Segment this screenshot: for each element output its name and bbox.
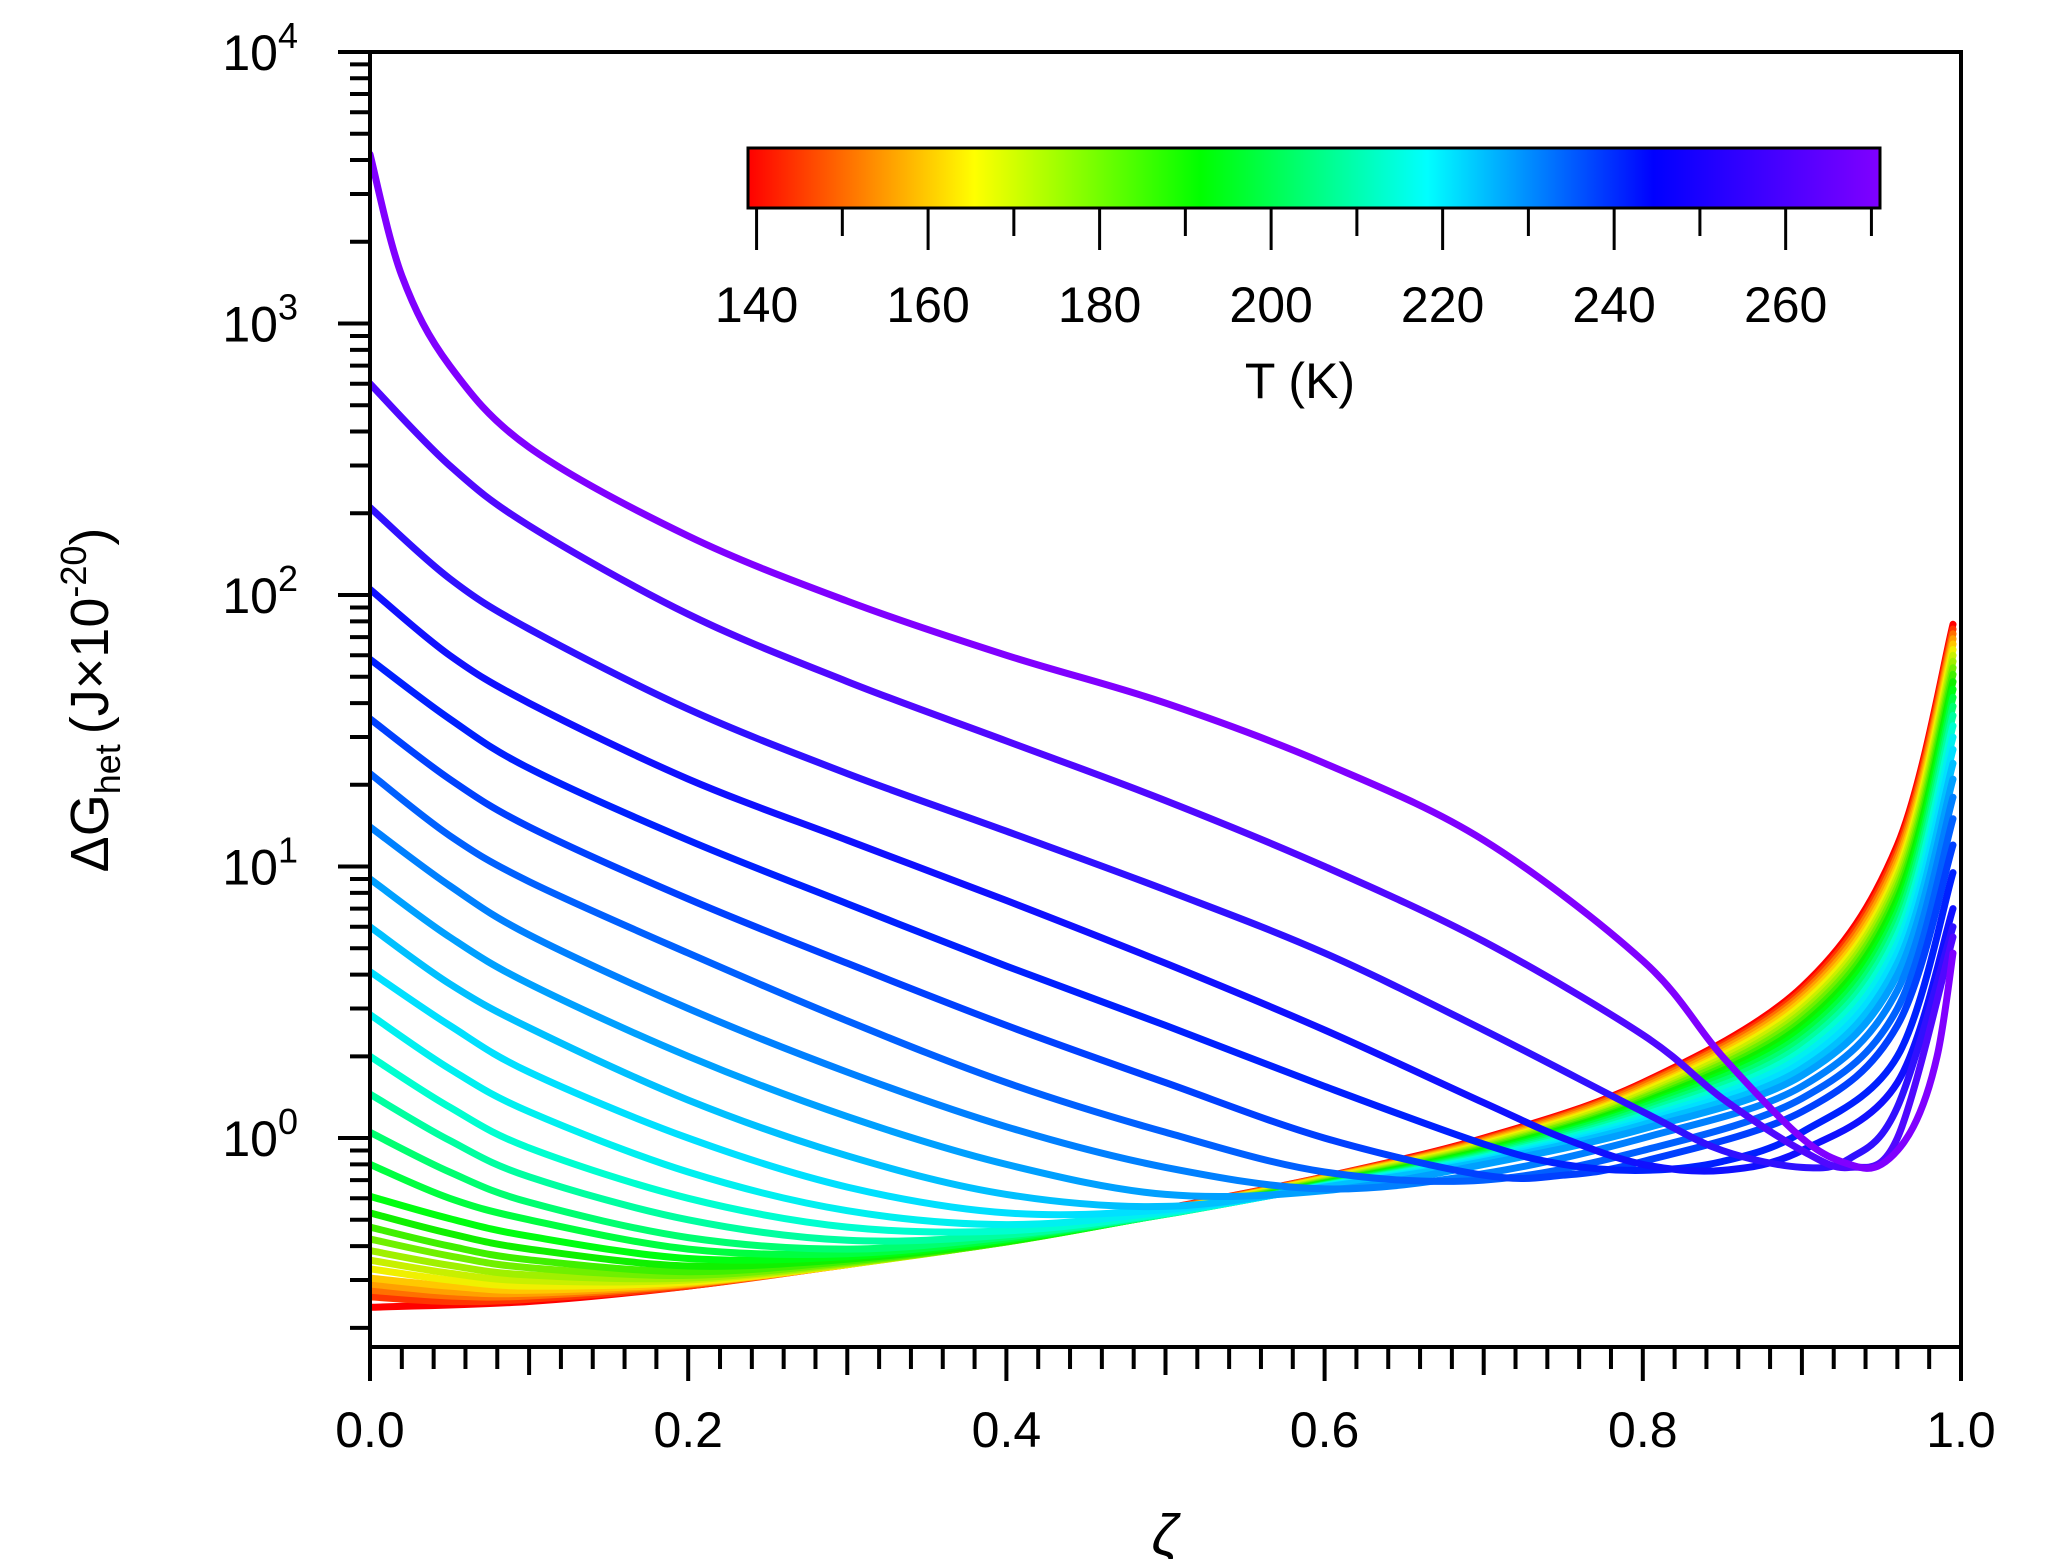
y-axis-title-exp: -20 <box>53 546 94 598</box>
x-tick-label: 0.8 <box>1608 1402 1678 1458</box>
x-tick-label: 0.6 <box>1290 1402 1360 1458</box>
y-tick-label: 104 <box>222 15 298 81</box>
y-tick-exponent: 3 <box>278 287 298 328</box>
series-line-T235 <box>370 775 1957 1200</box>
x-tick-label: 1.0 <box>1926 1402 1996 1458</box>
x-tick-label: 0.2 <box>653 1402 723 1458</box>
data-series-group <box>370 150 1957 1311</box>
colorbar: 140 160 180 200 220 240 260 T (K) <box>715 146 1882 409</box>
series-line-T260 <box>370 585 1957 1175</box>
y-tick-label: 102 <box>222 558 298 624</box>
y-tick-base: 10 <box>222 25 278 81</box>
y-axis-title-sub: het <box>87 744 128 794</box>
series-line-T245 <box>370 770 1957 1185</box>
y-tick-label: 100 <box>222 1101 298 1167</box>
y-tick-base: 10 <box>222 568 278 624</box>
y-tick-exponent: 1 <box>278 830 298 871</box>
colorbar-gradient <box>746 146 1882 210</box>
y-tick-exponent: 2 <box>278 558 298 599</box>
colorbar-tick-label: 160 <box>886 277 969 333</box>
series-line-T263 <box>370 504 1957 1172</box>
series-line-T270 <box>370 150 1957 1172</box>
x-axis: 0.0 0.2 0.4 0.6 0.8 1.0 <box>335 1347 1996 1458</box>
colorbar-tick-label: 220 <box>1401 277 1484 333</box>
y-axis-title: ΔGhet (J×10-20) <box>53 528 128 873</box>
colorbar-tick-label: 140 <box>715 277 798 333</box>
colorbar-title: T (K) <box>1245 353 1355 409</box>
x-axis-title: ζ <box>1152 1503 1182 1559</box>
y-axis-title-main: ΔG <box>60 794 120 872</box>
x-tick-label: 0.4 <box>972 1402 1042 1458</box>
colorbar-tick-label: 200 <box>1229 277 1312 333</box>
y-tick-base: 10 <box>222 297 278 353</box>
series-line-T230 <box>370 759 1957 1211</box>
y-tick-label: 101 <box>222 830 298 896</box>
y-tick-exponent: 4 <box>278 15 298 56</box>
y-tick-exponent: 0 <box>278 1101 298 1142</box>
colorbar-ticks: 140 160 180 200 220 240 260 <box>715 208 1873 333</box>
series-line-T240 <box>370 793 1957 1193</box>
series-line-T266 <box>370 380 1957 1172</box>
colorbar-tick-label: 240 <box>1572 277 1655 333</box>
y-tick-base: 10 <box>222 1111 278 1167</box>
y-axis-title-unit: (J×10 <box>60 598 120 735</box>
series-line-T250 <box>370 715 1957 1183</box>
y-tick-label: 103 <box>222 287 298 353</box>
colorbar-tick-label: 260 <box>1744 277 1827 333</box>
series-line-T170 <box>370 651 1957 1286</box>
colorbar-tick-label: 180 <box>1058 277 1141 333</box>
y-tick-base: 10 <box>222 840 278 896</box>
y-axis-title-close: ) <box>60 528 120 546</box>
x-tick-label: 0.0 <box>335 1402 405 1458</box>
